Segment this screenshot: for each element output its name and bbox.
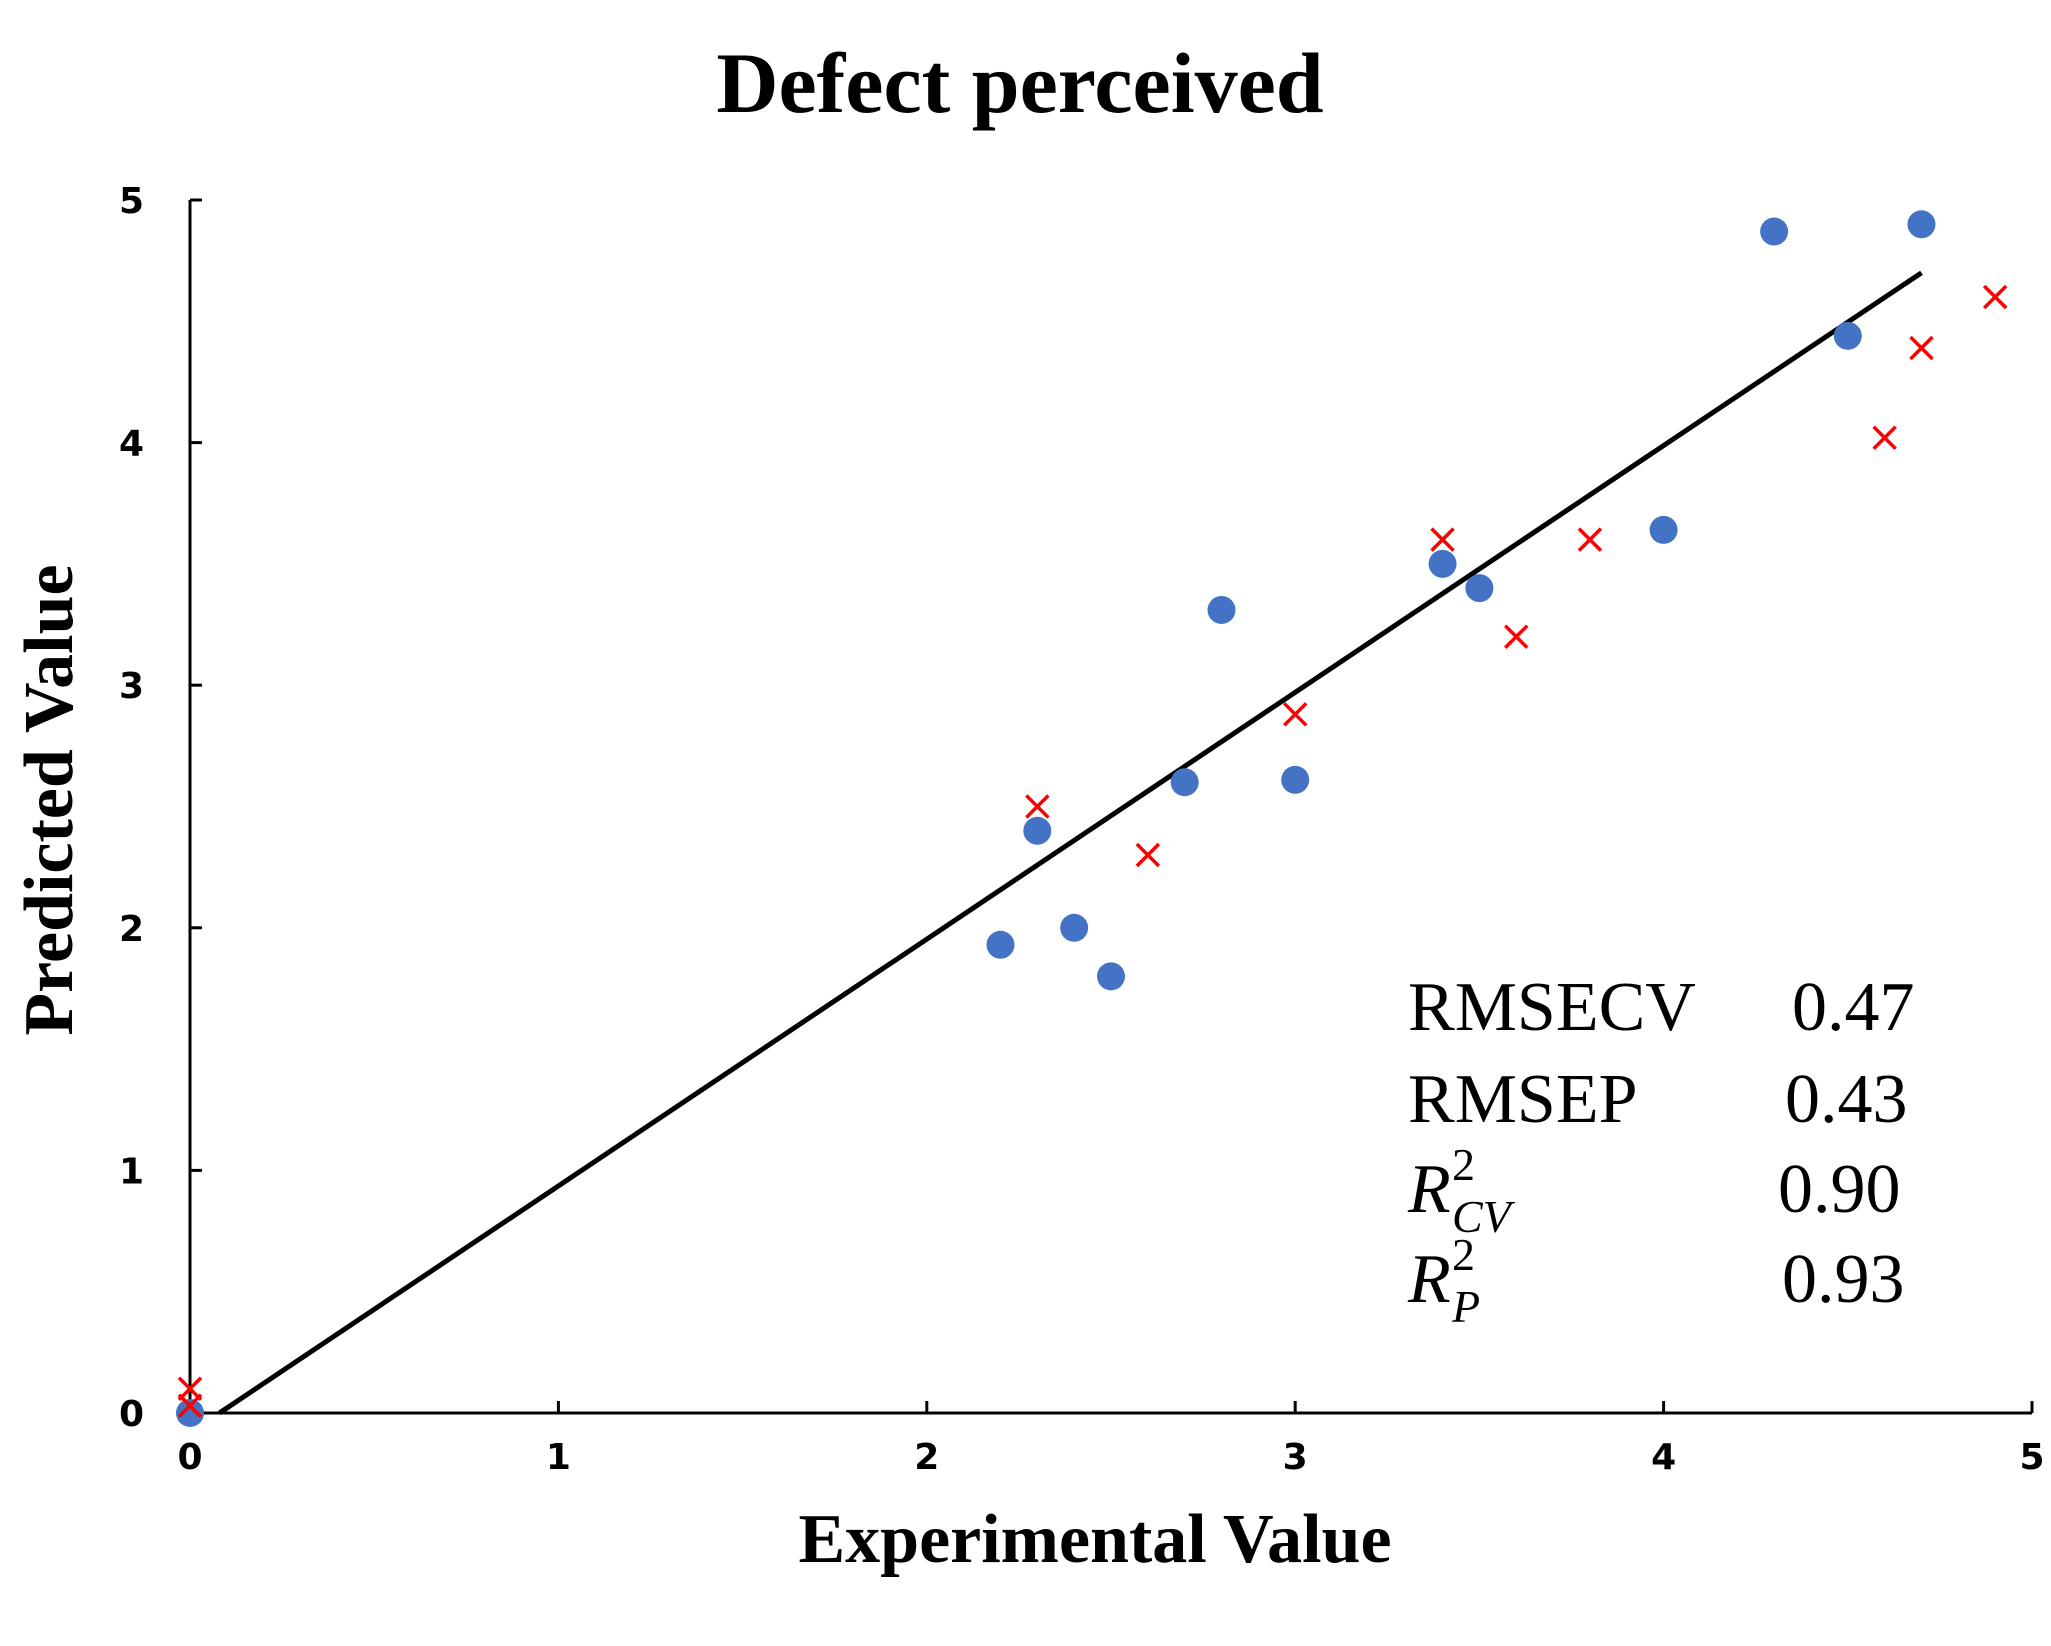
x-tick-label: 1 (546, 1437, 571, 1478)
y-tick-label: 1 (119, 1151, 144, 1192)
stat-value-rmsep: 0.43 (1785, 1061, 1908, 1138)
x-tick-label: 5 (2019, 1437, 2044, 1478)
scatter-cross-point (177, 1393, 203, 1418)
stat-label-r2p-sub: P (1451, 1281, 1480, 1332)
stat-value-rmsecv: 0.47 (1792, 969, 1915, 1046)
x-tick-label: 0 (177, 1437, 202, 1478)
stat-value-r2cv: 0.90 (1778, 1151, 1901, 1228)
stat-value-r2p: 0.93 (1782, 1241, 1905, 1318)
stat-label-r2p: R 2 P (1407, 1209, 1493, 1332)
y-ticks: 0 1 2 3 4 5 (119, 181, 202, 1435)
scatter-point (1023, 816, 1052, 845)
scatter-point (1281, 765, 1310, 794)
x-tick-label: 2 (914, 1437, 939, 1478)
scatter-cross-point (1872, 425, 1897, 450)
y-tick-label: 2 (119, 909, 144, 950)
stat-label-rmsecv: RMSECV (1408, 969, 1696, 1046)
chart-title: Defect perceived (716, 35, 1323, 131)
scatter-point (176, 1399, 204, 1427)
scatter-cross-point (1430, 527, 1455, 552)
y-tick-label: 0 (119, 1394, 144, 1435)
scatter-cross-point (1135, 842, 1161, 868)
stat-label-r2cv-sub: CV (1452, 1191, 1516, 1242)
y-axis-label: Predicted Value (11, 564, 88, 1035)
y-tick-label: 5 (119, 181, 144, 222)
axes (188, 200, 2032, 1415)
y-tick-label: 3 (119, 666, 144, 707)
regression-line (218, 270, 1923, 1416)
x-tick-label: 3 (1283, 1437, 1308, 1478)
stat-label-r2p-base: R (1407, 1241, 1451, 1318)
stat-label-rmsep: RMSEP (1408, 1061, 1638, 1138)
scatter-point (1649, 515, 1678, 544)
stat-label-r2cv-base: R (1407, 1151, 1451, 1228)
scatter-point (1170, 768, 1199, 797)
scatter-cross-point (1282, 702, 1308, 727)
scatter-point (986, 930, 1015, 959)
scatter-point (1428, 549, 1457, 578)
scatter-cross-point (1909, 335, 1934, 361)
y-tick-label: 4 (119, 424, 144, 465)
scatter-cross-point (1504, 624, 1529, 649)
stats-block: RMSECV 0.47 RMSEP 0.43 R 2 CV 0.90 R 2 P… (1407, 969, 1915, 1332)
scatter-point (1207, 595, 1236, 624)
x-tick-label: 4 (1651, 1437, 1676, 1478)
scatter-point (1097, 962, 1125, 991)
x-axis-label: Experimental Value (798, 1501, 1391, 1578)
scatter-point (1907, 210, 1936, 239)
scatter-point (1060, 913, 1089, 942)
scatter-point (1833, 321, 1862, 350)
scatter-cross-point (1577, 527, 1603, 552)
scatter-point (1760, 217, 1789, 246)
scatter-cross-point (1982, 284, 2008, 310)
data-points (176, 210, 2008, 1427)
stat-label-r2cv-sup: 2 (1452, 1139, 1475, 1190)
stat-label-r2cv: R 2 CV (1407, 1119, 1516, 1242)
scatter-point (1465, 574, 1494, 603)
scatter-cross-point (1025, 794, 1050, 819)
x-ticks: 0 1 2 3 4 5 (177, 1401, 2045, 1478)
stat-label-r2p-sup: 2 (1452, 1229, 1475, 1280)
